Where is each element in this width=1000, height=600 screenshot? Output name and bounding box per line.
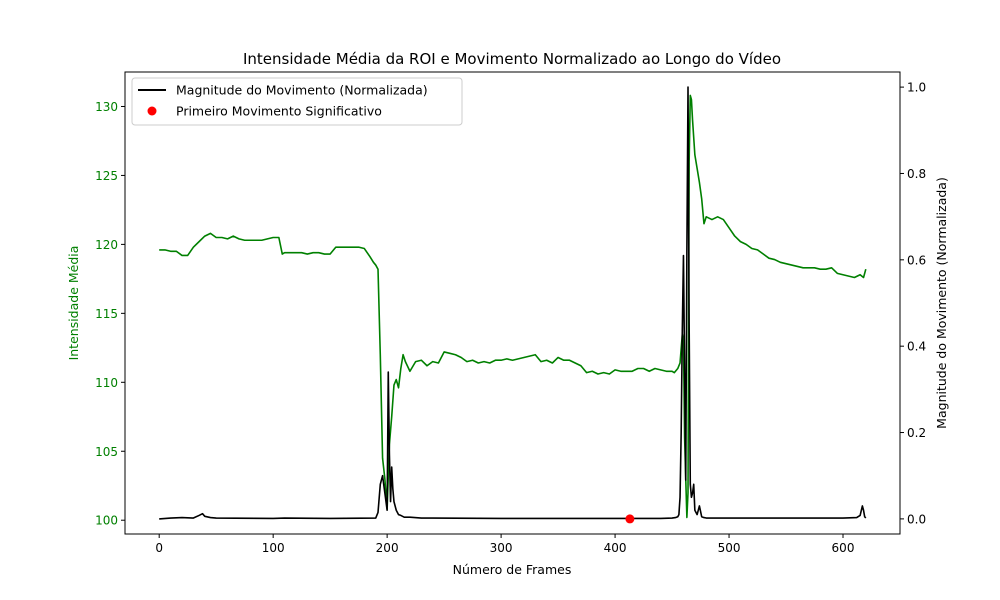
x-axis-label: Número de Frames [453,562,572,577]
y-right-tick-label: 1.0 [907,81,926,95]
plot-frame [124,71,901,535]
intensity-line [159,94,867,519]
legend-label-motion: Magnitude do Movimento (Normalizada) [176,83,428,98]
y-left-tick-label: 130 [95,100,118,114]
y-left-tick-label: 105 [95,445,118,459]
y-left-tick-label: 125 [95,169,118,183]
y-right-tick-label: 0.0 [907,512,926,526]
x-tick-label: 400 [604,541,627,555]
first-movement-marker [625,514,635,524]
x-tick-label: 600 [832,541,855,555]
x-tick-label: 100 [262,541,285,555]
y-right-tick-label: 0.6 [907,253,926,267]
y-axis-right-label: Magnitude do Movimento (Normalizada) [934,177,949,429]
chart-title: Intensidade Média da ROI e Movimento Nor… [243,50,781,68]
x-axis: 0 100 200 300 400 500 600 [155,534,854,555]
plot-data [159,86,867,524]
x-tick-label: 0 [155,541,163,555]
y-axis-left-label: Intensidade Média [66,246,81,361]
x-tick-label: 200 [376,541,399,555]
legend-marker-swatch [147,106,157,116]
y-right-tick-label: 0.4 [907,340,926,354]
y-axis-right: 0.0 0.2 0.4 0.6 0.8 1.0 [900,81,926,526]
motion-line [159,86,867,520]
legend-label-first-movement: Primeiro Movimento Significativo [176,104,382,119]
y-axis-left: 100 105 110 115 120 125 130 [95,100,125,528]
x-tick-label: 300 [490,541,513,555]
y-right-tick-label: 0.8 [907,167,926,181]
legend-box [131,77,463,126]
y-right-tick-label: 0.2 [907,426,926,440]
y-left-tick-label: 120 [95,238,118,252]
y-left-tick-label: 110 [95,376,118,390]
y-left-tick-label: 115 [95,307,118,321]
legend: Magnitude do Movimento (Normalizada) Pri… [131,77,463,126]
y-left-tick-label: 100 [95,514,118,528]
x-tick-label: 500 [718,541,741,555]
